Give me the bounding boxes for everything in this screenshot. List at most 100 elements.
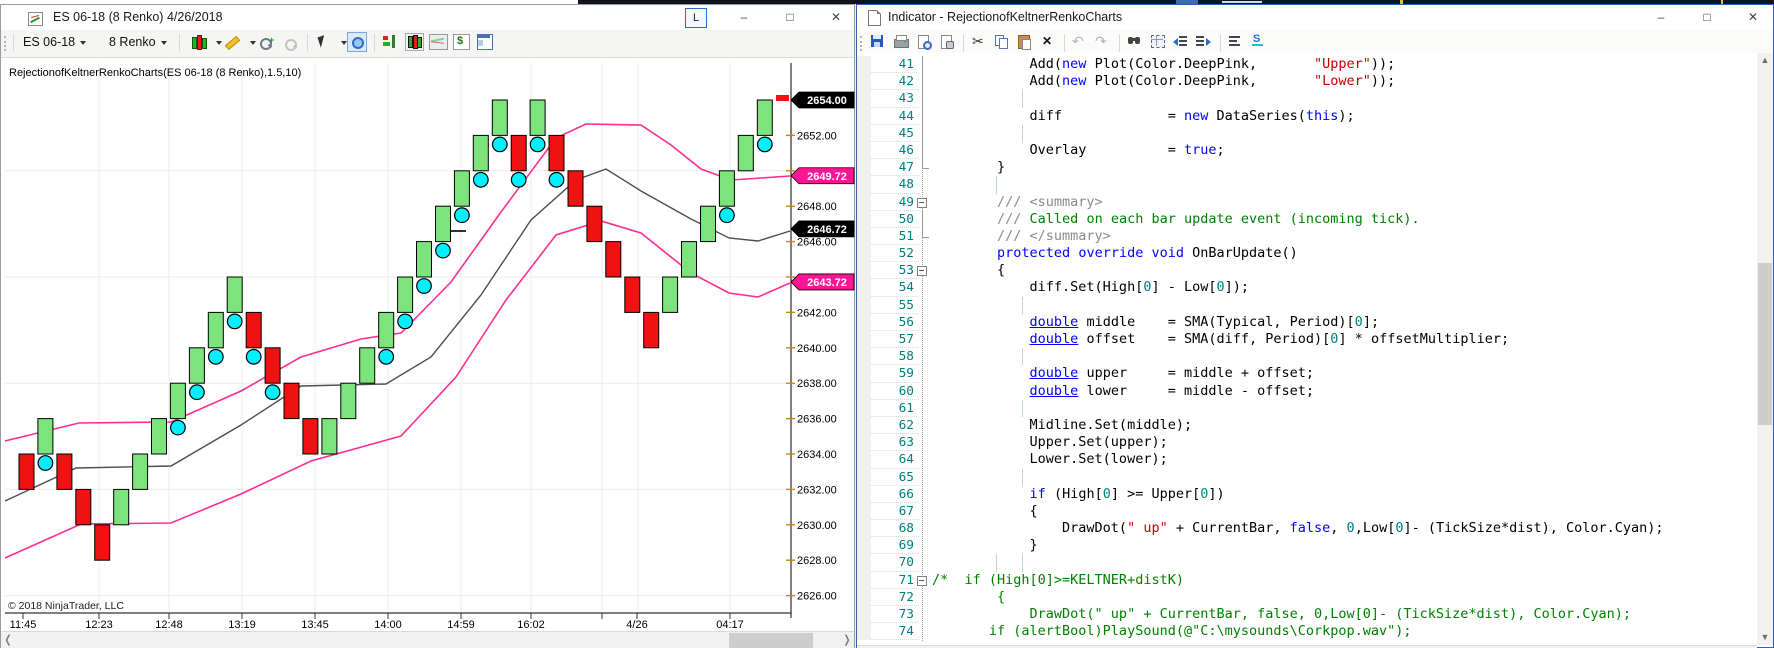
v-scrollbar-thumb[interactable] xyxy=(1758,263,1772,425)
svg-text:14:00: 14:00 xyxy=(374,619,402,631)
fold-margin xyxy=(919,73,932,91)
chart-titlebar[interactable]: ES 06-18 (8 Renko) 4/26/2018 L – □ ✕ xyxy=(1,5,854,30)
copy-icon[interactable] xyxy=(993,33,1013,52)
icon-margin xyxy=(857,571,871,589)
code-line: 43 xyxy=(857,90,1757,108)
svg-text:12:23: 12:23 xyxy=(85,619,113,631)
toolbar-grip[interactable] xyxy=(4,36,9,51)
fold-margin xyxy=(919,331,932,348)
cut-icon[interactable]: ✂ xyxy=(972,33,984,49)
svg-text:2630.00: 2630.00 xyxy=(797,520,837,532)
icon-margin xyxy=(857,73,871,91)
line-number: 64 xyxy=(871,451,919,469)
code-text: /// <summary> xyxy=(932,193,1103,210)
minimize-button[interactable]: – xyxy=(1657,10,1665,24)
code-line: 49 /// <summary> xyxy=(857,193,1757,211)
interval-selector[interactable]: 8 Renko xyxy=(109,35,167,49)
line-number: 63 xyxy=(871,434,919,452)
chart-style-icon[interactable] xyxy=(189,33,209,52)
dollar-icon[interactable]: $ xyxy=(453,33,473,52)
fold-margin xyxy=(917,262,932,279)
find-icon[interactable] xyxy=(1126,33,1146,52)
line-number: 59 xyxy=(871,365,919,383)
icon-margin xyxy=(857,124,871,142)
crosshair-icon[interactable] xyxy=(347,32,368,52)
svg-text:2628.00: 2628.00 xyxy=(797,555,837,567)
toolbar-grip[interactable] xyxy=(860,36,865,51)
close-button[interactable]: ✕ xyxy=(830,10,842,24)
indent-decrease-icon[interactable] xyxy=(1172,33,1192,52)
maximize-button[interactable]: □ xyxy=(1703,10,1711,24)
indent-increase-icon[interactable] xyxy=(1195,33,1215,52)
code-text: diff = new DataSeries(this); xyxy=(932,107,1355,124)
icon-margin xyxy=(857,279,871,297)
icon-margin xyxy=(857,468,871,486)
select-columns-icon[interactable] xyxy=(1149,33,1169,52)
gridlines xyxy=(5,63,791,613)
line-number: 72 xyxy=(871,589,919,606)
icon-margin xyxy=(857,141,871,160)
svg-text:16:02: 16:02 xyxy=(517,619,545,631)
icon-margin xyxy=(857,193,871,211)
fold-toggle-icon[interactable] xyxy=(917,575,927,586)
save-icon[interactable] xyxy=(869,33,889,52)
maximize-button[interactable]: □ xyxy=(786,10,794,24)
line-number: 57 xyxy=(871,331,919,349)
link-button[interactable]: L xyxy=(685,8,707,28)
code-line: 72 { xyxy=(857,588,1757,606)
zoom-out-icon[interactable] xyxy=(281,33,301,52)
bars-green-icon[interactable] xyxy=(405,33,425,52)
code-text: Upper.Set(upper); xyxy=(932,434,1168,451)
scroll-right-icon[interactable]: ❭ xyxy=(842,634,852,646)
icon-margin xyxy=(857,331,871,349)
code-line: 65 xyxy=(857,468,1757,486)
chevron-down-icon xyxy=(160,40,167,45)
scroll-up-icon[interactable]: ▲ xyxy=(1760,55,1770,65)
chart-window: ES 06-18 (8 Renko) 4/26/2018 L – □ ✕ ES 06-… xyxy=(0,4,855,648)
keltner-upper-line xyxy=(4,123,791,442)
minimize-button[interactable]: – xyxy=(740,10,748,24)
close-button[interactable]: ✕ xyxy=(1747,10,1759,24)
midline xyxy=(4,168,791,502)
icon-margin xyxy=(857,227,871,246)
editor-v-scrollbar[interactable]: ▲ ▼ xyxy=(1757,53,1773,645)
chart-snapshot-icon[interactable] xyxy=(429,33,449,52)
print-preview-icon[interactable] xyxy=(915,33,935,52)
panel-icon[interactable] xyxy=(477,33,497,52)
svg-text:2642.00: 2642.00 xyxy=(797,307,837,319)
code-line: 46 Overlay = true; xyxy=(857,141,1757,160)
undo-icon[interactable]: ↶ xyxy=(1072,33,1084,49)
fold-margin xyxy=(917,194,932,211)
print-setup-icon[interactable] xyxy=(938,33,958,52)
fold-margin xyxy=(919,400,932,417)
fold-margin xyxy=(919,623,932,640)
zoom-in-icon[interactable]: + xyxy=(257,33,277,52)
editor-titlebar[interactable]: Indicator - RejectionofKeltnerRenkoChart… xyxy=(857,5,1773,30)
code-text: /* if (High[0]>=KELTNER+distK) xyxy=(932,571,1184,588)
scroll-left-icon[interactable]: ❬ xyxy=(3,634,13,646)
print-icon[interactable] xyxy=(892,33,912,52)
chart-h-scrollbar[interactable]: ❬ ❭ xyxy=(1,631,854,648)
line-number: 70 xyxy=(871,554,919,572)
svg-text:13:45: 13:45 xyxy=(301,619,329,631)
h-scrollbar-thumb[interactable] xyxy=(729,633,813,648)
chevron-down-icon xyxy=(250,41,256,45)
redo-icon[interactable]: ↷ xyxy=(1095,33,1107,49)
delete-icon[interactable]: ✕ xyxy=(1042,34,1053,48)
compile-icon[interactable]: S xyxy=(1250,33,1270,52)
fold-margin xyxy=(919,503,932,520)
fold-toggle-icon[interactable] xyxy=(917,266,927,277)
line-number: 44 xyxy=(871,108,919,125)
scroll-down-icon[interactable]: ▼ xyxy=(1760,632,1770,642)
editor-h-scrollbar[interactable] xyxy=(857,645,1757,648)
fold-toggle-icon[interactable] xyxy=(917,197,927,208)
svg-text:2636.00: 2636.00 xyxy=(797,414,837,426)
code-text: } xyxy=(932,159,1006,176)
code-editor[interactable]: 41 Add(new Plot(Color.DeepPink, "Upper")… xyxy=(857,53,1757,645)
paste-icon[interactable] xyxy=(1016,33,1036,52)
instrument-selector[interactable]: ES 06-18 xyxy=(23,35,87,49)
line-numbers-icon[interactable] xyxy=(1227,33,1247,52)
bars-red-green-icon[interactable] xyxy=(381,33,401,52)
icon-margin xyxy=(857,313,871,331)
code-line: 61 xyxy=(857,399,1757,417)
